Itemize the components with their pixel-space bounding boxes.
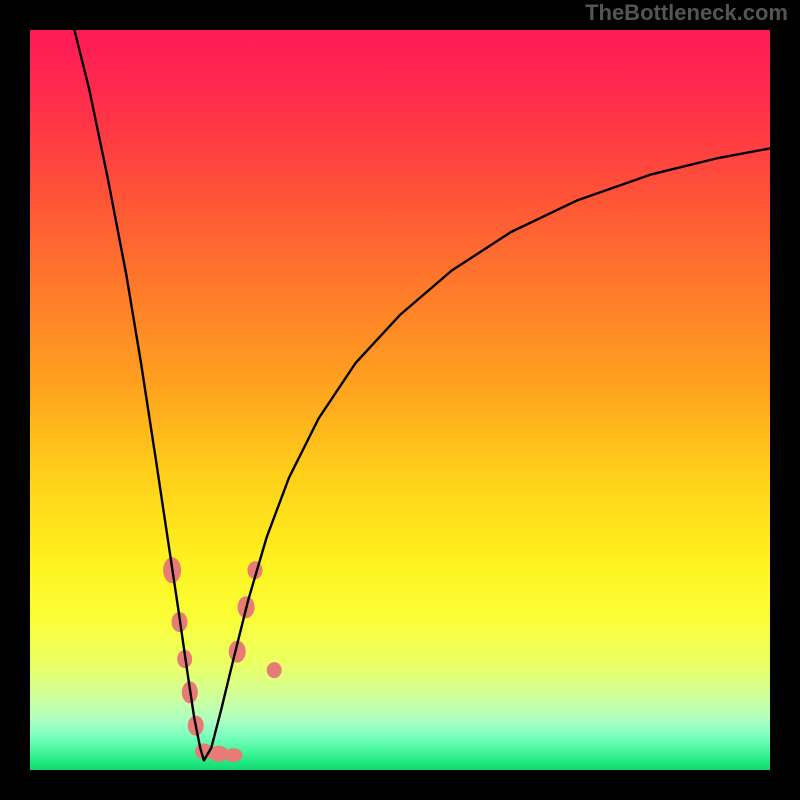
curve-marker <box>267 662 282 678</box>
plot-gradient-background <box>30 30 770 770</box>
bottleneck-chart: TheBottleneck.com <box>0 0 800 800</box>
chart-root: TheBottleneck.com <box>0 0 800 800</box>
curve-marker <box>225 748 243 762</box>
watermark-text: TheBottleneck.com <box>585 0 788 25</box>
